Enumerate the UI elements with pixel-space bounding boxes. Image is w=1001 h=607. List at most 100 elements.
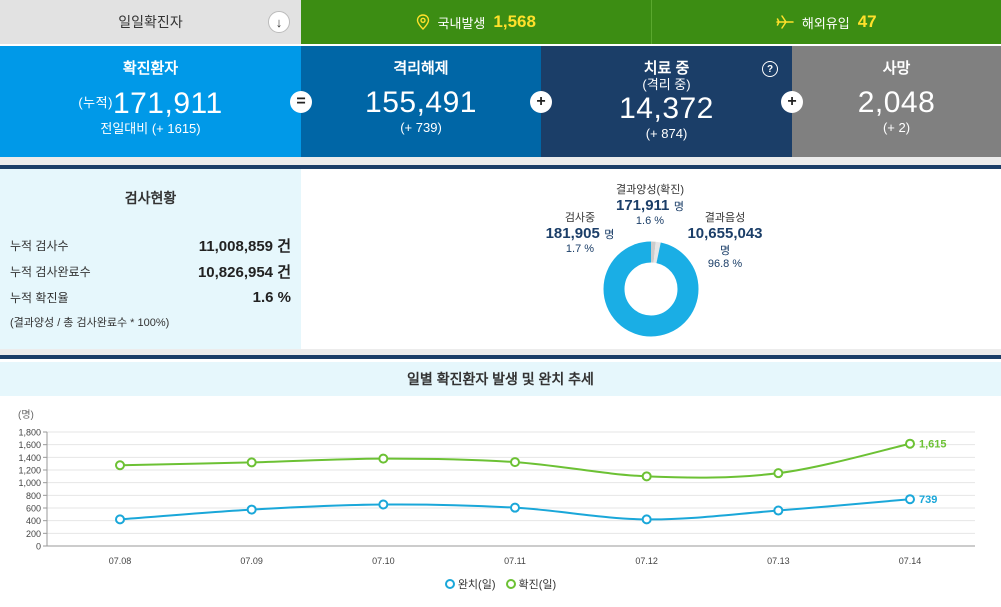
- released-box: 격리해제 155,491 (+ 739): [301, 46, 541, 157]
- y-tick-label: 1,000: [18, 478, 41, 488]
- released-value: 155,491: [365, 86, 477, 119]
- negative-pct: 96.8 %: [707, 258, 743, 270]
- y-tick-label: 1,800: [18, 428, 41, 438]
- test-row: 누적 검사수 11,008,859 건: [10, 232, 291, 258]
- legend-marker: [505, 579, 516, 589]
- confirmed-prefix: (누적): [78, 95, 113, 110]
- y-axis-label: (명): [18, 409, 34, 421]
- data-label: 1,615: [919, 439, 947, 451]
- domestic-label: 국내발생: [437, 15, 486, 31]
- y-tick-label: 200: [26, 529, 41, 539]
- overseas-label: 해외유입: [801, 15, 850, 31]
- negative-caption: 결과음성: [704, 212, 746, 224]
- test-row-value: 1.6 %: [252, 288, 291, 306]
- data-point: [510, 502, 520, 513]
- x-tick-label: 07.14: [899, 556, 922, 566]
- equals-icon: =: [290, 91, 312, 113]
- y-tick-label: 0: [36, 542, 41, 552]
- testing-unit: 명: [604, 229, 615, 241]
- data-point: [246, 457, 257, 468]
- test-row: 누적 확진율 1.6 %: [10, 284, 291, 310]
- treating-delta: (+ 874): [645, 126, 688, 141]
- data-point: [773, 468, 784, 479]
- testing-caption: 검사중: [564, 212, 596, 224]
- y-tick-label: 800: [26, 491, 41, 501]
- data-point: [641, 471, 652, 482]
- donut-label-negative: 결과음성 10,655,043 명 96.8 %: [680, 209, 770, 270]
- confirmed-value-wrap: (누적)171,911: [0, 86, 301, 121]
- legend-item-released[interactable]: 완치(일): [444, 576, 496, 592]
- negative-number: 10,655,043: [687, 225, 763, 242]
- help-icon[interactable]: ?: [762, 61, 778, 77]
- y-tick-label: 400: [26, 516, 41, 526]
- positive-caption: 결과양성(확진): [615, 184, 685, 196]
- domestic-cases: 국내발생 1,568: [301, 0, 652, 44]
- data-point: [115, 460, 125, 471]
- deaths-box: 사망 2,048 (+ 2): [792, 46, 1001, 157]
- treating-box: 치료 중 (격리 중) 14,372 (+ 874) ?: [541, 46, 792, 157]
- treating-value: 14,372: [619, 92, 714, 125]
- y-tick-label: 1,600: [18, 440, 41, 450]
- data-point: [773, 505, 784, 516]
- plus-icon: +: [530, 91, 552, 113]
- legend-item-confirmed[interactable]: 확진(일): [505, 576, 556, 592]
- confirmed-value: 171,911: [112, 87, 223, 120]
- test-status-section: 검사현황 누적 검사수 11,008,859 건 누적 검사완료수 10,826…: [0, 169, 1001, 349]
- deaths-delta: (+ 2): [882, 120, 911, 135]
- x-tick-label: 07.12: [635, 556, 658, 566]
- data-point: [378, 453, 389, 464]
- test-row-label: 누적 확진율: [10, 290, 69, 305]
- x-tick-label: 07.11: [504, 556, 526, 566]
- data-point: [510, 457, 520, 468]
- deaths-label: 사망: [882, 60, 911, 77]
- airplane-icon: [776, 15, 794, 29]
- confirmed-delta: 전일대비 (+ 1615): [100, 121, 201, 136]
- location-pin-icon: [416, 14, 429, 30]
- overseas-cases: 해외유입 47: [651, 0, 1001, 44]
- positive-unit: 명: [673, 201, 684, 213]
- y-tick-label: 600: [26, 504, 41, 514]
- x-tick-label: 07.08: [109, 556, 132, 566]
- test-row: 누적 검사완료수 10,826,954 건: [10, 258, 291, 284]
- section-gap: [0, 157, 1001, 165]
- domestic-value: 1,568: [493, 12, 536, 31]
- top-bar: 일일확진자 ↓ 국내발생 1,568 해외유입 47: [0, 0, 1001, 44]
- data-point: [905, 494, 915, 505]
- y-tick-label: 1,400: [18, 453, 41, 463]
- deaths-value: 2,048: [857, 86, 936, 119]
- test-note: (결과양성 / 총 검사완료수 * 100%): [10, 317, 170, 329]
- data-point: [905, 438, 915, 449]
- section-gap: [0, 349, 1001, 356]
- overseas-value: 47: [857, 12, 877, 31]
- legend-marker: [444, 579, 455, 589]
- arrow-down-icon[interactable]: ↓: [268, 11, 290, 33]
- test-result-donut: [603, 241, 699, 337]
- x-tick-label: 07.10: [372, 556, 395, 566]
- confirmed-label: 확진환자: [122, 60, 179, 77]
- testing-number: 181,905: [545, 225, 600, 242]
- section-divider: [0, 355, 1001, 359]
- donut-label-testing: 검사중 181,905 명 1.7 %: [540, 209, 620, 255]
- plus-icon: +: [781, 91, 803, 113]
- x-tick-label: 07.09: [240, 556, 263, 566]
- test-row-value: 11,008,859 건: [198, 237, 291, 255]
- treating-label: 치료 중: [643, 60, 690, 77]
- test-row-value: 10,826,954 건: [197, 263, 291, 281]
- data-label: 739: [919, 494, 937, 506]
- positive-number: 171,911: [616, 197, 670, 214]
- stats-row: 확진환자 (누적)171,911 전일대비 (+ 1615) 격리해제 155,…: [0, 46, 1001, 157]
- section-divider: [0, 165, 1001, 169]
- donut-slice-negative: [603, 241, 699, 337]
- y-tick-label: 1,200: [18, 466, 41, 476]
- x-tick-label: 07.13: [767, 556, 790, 566]
- chart-legend: 완치(일) 확진(일): [0, 576, 1001, 592]
- positive-pct: 1.6 %: [635, 215, 665, 227]
- testing-pct: 1.7 %: [565, 243, 595, 255]
- legend-label: 완치(일): [457, 579, 496, 591]
- released-delta: (+ 739): [400, 120, 442, 135]
- daily-confirmed-toggle[interactable]: 일일확진자 ↓: [0, 0, 301, 44]
- treating-sub-label: (격리 중): [642, 77, 691, 92]
- released-label: 격리해제: [393, 60, 449, 77]
- data-point: [378, 499, 389, 510]
- test-row-label: 누적 검사완료수: [10, 264, 91, 279]
